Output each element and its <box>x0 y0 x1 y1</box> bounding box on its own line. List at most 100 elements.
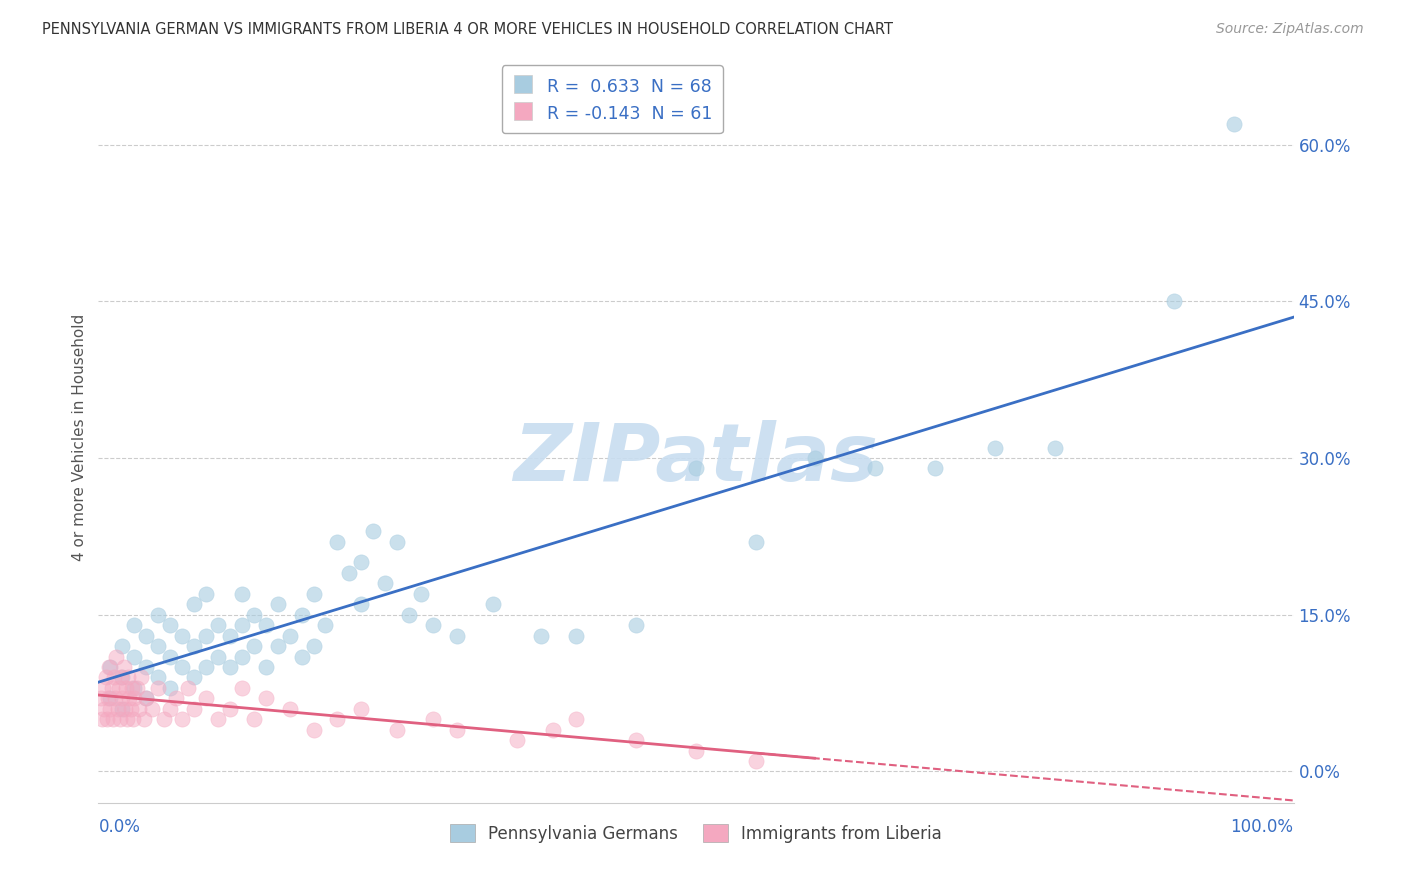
Point <box>111 639 134 653</box>
Point <box>125 681 148 695</box>
Point <box>350 702 373 716</box>
Text: ZIPatlas: ZIPatlas <box>513 420 879 498</box>
Point <box>291 649 314 664</box>
Point <box>207 618 229 632</box>
Point <box>565 629 588 643</box>
Text: Source: ZipAtlas.com: Source: ZipAtlas.com <box>1216 22 1364 37</box>
Point <box>506 733 529 747</box>
Point <box>115 712 138 726</box>
Y-axis label: 4 or more Vehicles in Household: 4 or more Vehicles in Household <box>72 313 87 561</box>
Point <box>111 702 134 716</box>
Point <box>159 618 181 632</box>
Point <box>1043 441 1066 455</box>
Point <box>183 639 205 653</box>
Point <box>385 723 409 737</box>
Point <box>398 607 420 622</box>
Point <box>231 618 253 632</box>
Point <box>482 597 505 611</box>
Point <box>278 702 301 716</box>
Point <box>326 534 349 549</box>
Point <box>172 712 194 726</box>
Point <box>104 691 127 706</box>
Point <box>121 681 143 695</box>
Point <box>122 712 145 726</box>
Point <box>177 681 200 695</box>
Text: 100.0%: 100.0% <box>1230 819 1294 837</box>
Point <box>339 566 361 580</box>
Point <box>565 712 588 726</box>
Point <box>302 639 325 653</box>
Point <box>124 681 146 695</box>
Point <box>101 712 124 726</box>
Point <box>97 691 120 706</box>
Point <box>148 670 170 684</box>
Point <box>98 660 121 674</box>
Point <box>141 702 163 716</box>
Point <box>207 712 229 726</box>
Point <box>804 450 827 465</box>
Point <box>745 754 768 768</box>
Point <box>685 743 707 757</box>
Point <box>626 618 648 632</box>
Point <box>183 670 205 684</box>
Point <box>1223 117 1246 131</box>
Point <box>98 660 122 674</box>
Point <box>111 670 134 684</box>
Text: PENNSYLVANIA GERMAN VS IMMIGRANTS FROM LIBERIA 4 OR MORE VEHICLES IN HOUSEHOLD C: PENNSYLVANIA GERMAN VS IMMIGRANTS FROM L… <box>42 22 893 37</box>
Point <box>107 681 129 695</box>
Point <box>128 702 150 716</box>
Point <box>107 702 129 716</box>
Point <box>541 723 564 737</box>
Point <box>94 670 117 684</box>
Point <box>148 607 170 622</box>
Point <box>411 587 433 601</box>
Point <box>231 587 253 601</box>
Point <box>195 629 218 643</box>
Point <box>195 660 218 674</box>
Point <box>159 649 181 664</box>
Point <box>745 534 768 549</box>
Point <box>112 660 135 674</box>
Point <box>91 681 114 695</box>
Point <box>118 691 141 706</box>
Point <box>231 681 253 695</box>
Legend: Pennsylvania Germans, Immigrants from Liberia: Pennsylvania Germans, Immigrants from Li… <box>443 818 949 849</box>
Point <box>865 461 887 475</box>
Point <box>165 691 187 706</box>
Point <box>135 629 157 643</box>
Point <box>267 597 290 611</box>
Point <box>374 576 396 591</box>
Point <box>685 461 707 475</box>
Point <box>422 618 444 632</box>
Point <box>1163 294 1185 309</box>
Point <box>231 649 253 664</box>
Point <box>385 534 409 549</box>
Point <box>132 712 155 726</box>
Point <box>267 639 290 653</box>
Point <box>98 691 122 706</box>
Point <box>90 691 112 706</box>
Point <box>111 691 134 706</box>
Point <box>350 597 373 611</box>
Point <box>254 618 277 632</box>
Point <box>243 712 266 726</box>
Point <box>110 670 132 684</box>
Point <box>172 629 194 643</box>
Point <box>626 733 648 747</box>
Point <box>530 629 553 643</box>
Point <box>93 702 115 716</box>
Point <box>124 618 146 632</box>
Point <box>103 670 125 684</box>
Point <box>291 607 314 622</box>
Point <box>115 681 138 695</box>
Point <box>302 723 325 737</box>
Point <box>243 639 266 653</box>
Point <box>124 691 146 706</box>
Point <box>183 597 205 611</box>
Point <box>159 702 181 716</box>
Point <box>278 629 301 643</box>
Point <box>302 587 325 601</box>
Point <box>195 587 218 601</box>
Point <box>254 660 277 674</box>
Point <box>924 461 946 475</box>
